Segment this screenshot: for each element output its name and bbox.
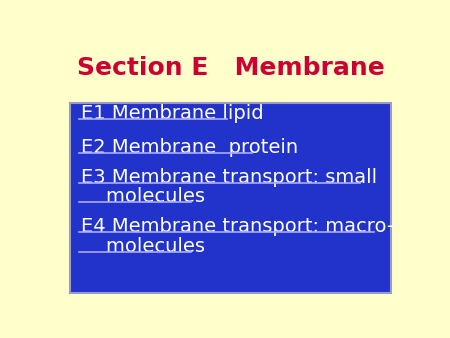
FancyBboxPatch shape [70, 103, 391, 293]
Text: molecules: molecules [81, 237, 205, 256]
Text: E4 Membrane transport: macro-: E4 Membrane transport: macro- [81, 217, 394, 236]
Text: Section E   Membrane: Section E Membrane [77, 56, 384, 80]
Text: E3 Membrane transport: small: E3 Membrane transport: small [81, 168, 377, 187]
Text: E2 Membrane  protein: E2 Membrane protein [81, 138, 298, 157]
Text: E1 Membrane lipid: E1 Membrane lipid [81, 104, 263, 123]
Text: molecules: molecules [81, 187, 205, 206]
